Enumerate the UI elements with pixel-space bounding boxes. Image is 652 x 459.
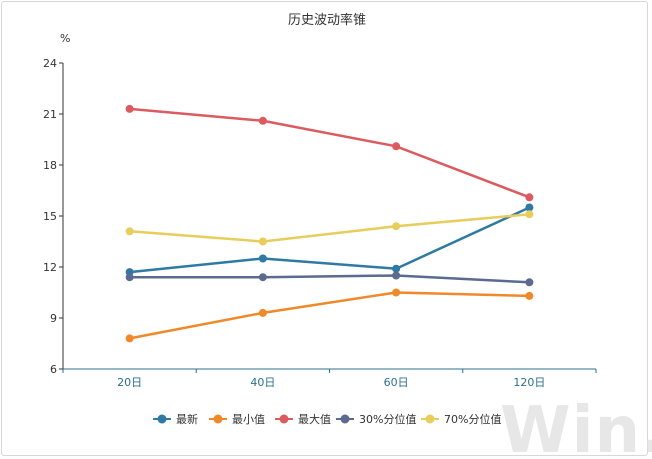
legend-marker — [157, 414, 167, 424]
data-point — [258, 254, 267, 263]
legend-item: 30%分位值 — [336, 412, 416, 426]
y-tick-label: 12 — [43, 261, 57, 274]
legend-item: 最新 — [153, 412, 198, 426]
chart-title: 历史波动率锥 — [288, 12, 366, 28]
series-line — [129, 291, 530, 340]
y-tick-label: 24 — [43, 57, 57, 70]
data-point — [525, 210, 534, 219]
legend-item: 最大值 — [275, 412, 331, 426]
data-point — [392, 264, 401, 273]
y-tick-label: 9 — [50, 312, 57, 325]
data-point — [258, 237, 267, 246]
data-point — [258, 116, 267, 125]
legend-item: 70%分位值 — [421, 412, 501, 426]
series-5 — [125, 210, 534, 246]
series-2 — [125, 288, 534, 343]
y-tick-label: 15 — [43, 210, 57, 223]
data-point — [392, 271, 401, 280]
y-tick-label: 6 — [50, 363, 57, 376]
x-tick-label: 120日 — [513, 376, 545, 389]
data-point — [525, 203, 534, 212]
data-point — [125, 273, 134, 282]
data-point — [525, 193, 534, 202]
x-tick-label: 60日 — [384, 376, 409, 389]
legend-label: 70%分位值 — [444, 412, 501, 426]
data-point — [258, 308, 267, 317]
legend-label: 最大值 — [298, 412, 331, 426]
data-point — [392, 222, 401, 231]
data-point — [525, 278, 534, 287]
series-1 — [125, 203, 534, 277]
data-point — [258, 273, 267, 282]
y-tick-label: 18 — [43, 159, 57, 172]
data-point — [392, 288, 401, 297]
series-line — [129, 213, 530, 243]
x-tick-label: 20日 — [117, 376, 142, 389]
y-axis-unit: % — [60, 32, 70, 45]
legend-marker — [340, 414, 350, 424]
y-tick-label: 21 — [43, 108, 57, 121]
data-point — [525, 291, 534, 300]
legend-marker — [213, 414, 223, 424]
series-line — [129, 274, 530, 284]
watermark-text: Win.d — [500, 394, 652, 459]
legend-marker — [279, 414, 289, 424]
legend-label: 最小值 — [232, 413, 265, 426]
legend-item: 最小值 — [209, 413, 265, 426]
series-line — [129, 206, 530, 274]
data-point — [125, 104, 134, 113]
legend-marker — [425, 414, 435, 424]
series-4 — [125, 271, 534, 287]
data-point — [125, 334, 134, 343]
series-3 — [125, 104, 534, 202]
data-point — [392, 142, 401, 151]
legend-label: 最新 — [176, 412, 198, 426]
data-point — [125, 227, 134, 236]
series-line — [129, 107, 530, 199]
legend-label: 30%分位值 — [359, 412, 416, 426]
x-tick-label: 40日 — [250, 376, 275, 389]
